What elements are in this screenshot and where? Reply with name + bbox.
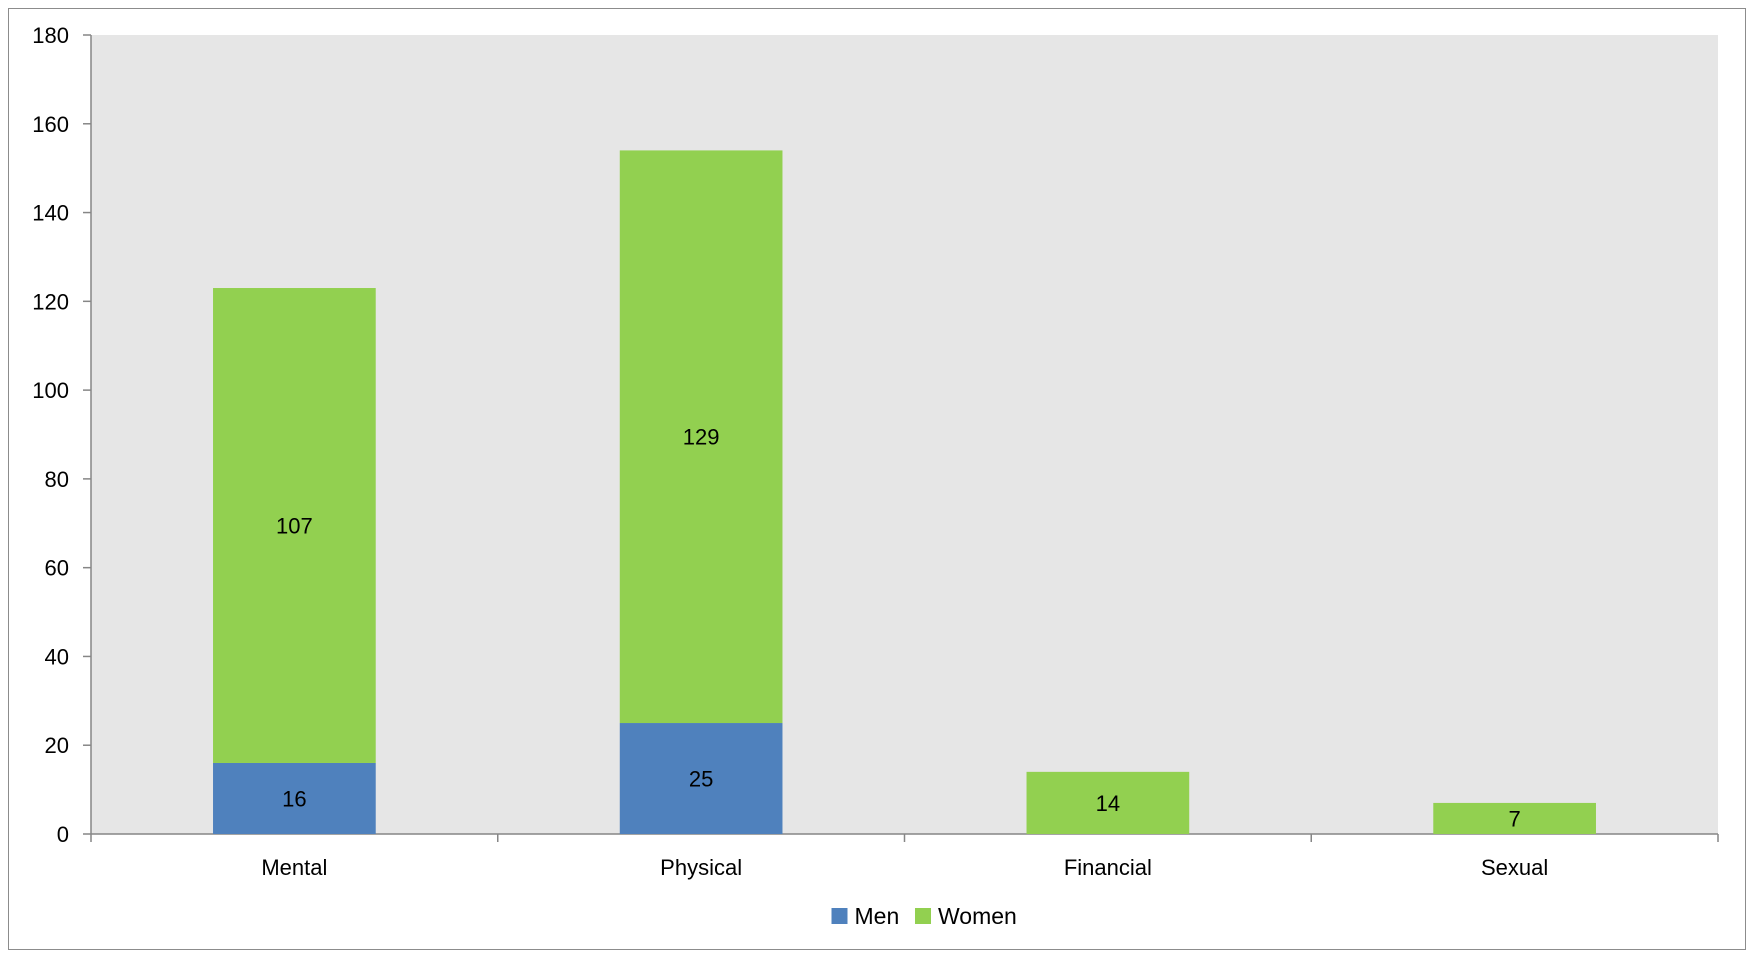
data-label: 107 (276, 513, 313, 538)
x-tick-label: Mental (261, 855, 327, 880)
data-label: 16 (282, 786, 306, 811)
bars (213, 150, 1596, 834)
y-tick-label: 180 (32, 23, 69, 48)
data-labels: 16 107 25 129 14 7 (276, 425, 1521, 832)
data-label: 14 (1096, 791, 1120, 816)
legend-label: Women (938, 903, 1017, 929)
bar-segment (619, 723, 783, 834)
bar-segment (619, 150, 783, 724)
y-tick-label: 40 (45, 644, 69, 669)
legend-swatch (915, 908, 931, 924)
x-tick-label: Physical (660, 855, 742, 880)
bar-segment (213, 288, 376, 763)
legend-label: Men (855, 903, 900, 929)
legend: Men Women (831, 903, 1017, 929)
y-tick-label: 20 (45, 733, 69, 758)
data-label: 129 (683, 425, 720, 450)
y-tick-label: 140 (32, 201, 69, 226)
bar-segment (213, 762, 376, 834)
y-tick-label: 120 (32, 289, 69, 314)
y-tick-label: 0 (57, 822, 69, 847)
bar-segment (1026, 771, 1190, 834)
x-tick-label: Sexual (1481, 855, 1548, 880)
y-tick-label: 160 (32, 112, 69, 137)
bar-segment (1433, 802, 1596, 834)
x-tick-label: Financial (1064, 855, 1152, 880)
y-tick-label: 60 (45, 556, 69, 581)
data-label: 25 (689, 767, 713, 792)
data-label: 7 (1509, 806, 1521, 831)
y-tick-label: 100 (32, 378, 69, 403)
y-tick-label: 80 (45, 467, 69, 492)
legend-swatch (831, 908, 848, 924)
